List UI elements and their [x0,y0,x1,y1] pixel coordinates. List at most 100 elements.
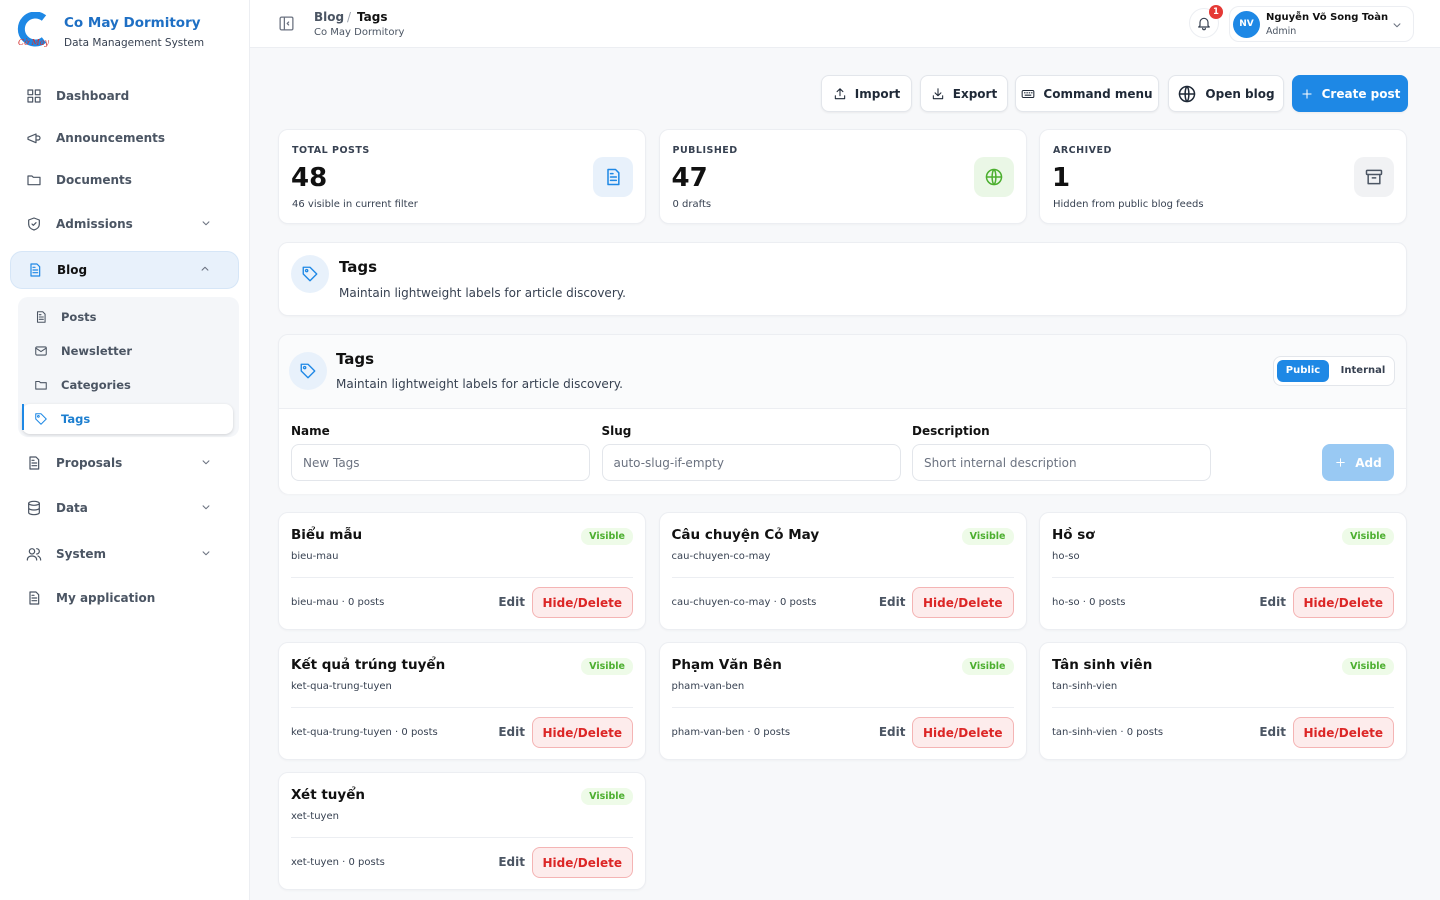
brand-subtitle: Data Management System [64,37,205,49]
hide-delete-button[interactable]: Hide/Delete [531,587,633,618]
sidebar-toggle[interactable] [278,15,295,36]
edit-button[interactable]: Edit [498,595,525,609]
field-label: Slug [601,424,632,438]
text-input[interactable]: Short internal description [912,444,1211,481]
toggle-option[interactable]: Public [1277,360,1329,382]
icon [300,363,316,379]
status-badge: Visible [961,528,1014,545]
tag-card: Hồ sơ Visible ho-so ho-so · 0 posts Edit Hide… [1039,512,1407,630]
edit-button[interactable]: Edit [878,595,906,609]
tag-card: Xét tuyển Visible xet-tuyen xet-tuyen · 0 p… [278,772,646,890]
button-label: Export [952,86,998,101]
nav-item[interactable]: System [10,535,239,573]
tag-slug: cau-chuyen-co-may [671,551,771,562]
tag-slug: ket-qua-trung-tuyen [291,681,392,692]
subnav-item[interactable]: Categories [22,370,233,400]
nav-label: System [56,547,106,561]
chevron [199,500,227,517]
breadcrumb-item[interactable]: Blog [314,10,345,24]
button-label: Open blog [1205,86,1275,101]
nav-item[interactable]: Data [10,489,239,527]
chevron [198,262,226,279]
nav-label: Proposals [56,456,123,470]
icon [1198,17,1210,31]
nav-item[interactable]: Announcements [10,119,239,157]
nav-item[interactable]: Admissions [10,205,239,243]
button-label: Command menu [1043,86,1153,101]
nav-label: Admissions [56,217,133,231]
tag-meta: ho-so · 0 posts [1052,597,1126,608]
nav-item[interactable]: Proposals [10,444,239,482]
toolbar-button[interactable]: Open blog [1168,75,1284,112]
nav-label: Documents [56,173,132,187]
stat-value: 48 [291,163,328,193]
icon [202,459,210,464]
toolbar-button[interactable]: Export [920,75,1008,112]
icon [932,87,943,99]
chevron [199,216,227,233]
toolbar-button[interactable]: Create post [1292,75,1408,112]
edit-button[interactable]: Edit [1259,595,1286,609]
edit-button[interactable]: Edit [878,725,906,739]
edit-button[interactable]: Edit [1259,725,1286,739]
subnav-item[interactable]: Posts [22,302,233,332]
divider [1052,577,1394,578]
nav-item[interactable]: My application [10,579,239,617]
status-badge: Visible [1342,658,1394,675]
icon [1336,458,1346,467]
field-label: Description [912,424,990,438]
text-input[interactable]: auto-slug-if-empty [601,444,901,481]
nav-item[interactable]: Documents [10,161,239,199]
stat-card: PUBLISHED 47 0 drafts [658,129,1027,224]
hide-delete-button[interactable]: Hide/Delete [912,587,1014,618]
divider [291,577,633,578]
subnav-label: Tags [61,412,91,426]
hide-delete-button[interactable]: Hide/Delete [1292,717,1394,748]
edit-button[interactable]: Edit [498,725,525,739]
stat-icon [973,157,1014,197]
status-badge: Visible [581,528,633,545]
user-role: Admin [1266,26,1297,37]
nav-label: Data [56,501,88,515]
user-menu[interactable]: NV Nguyễn Võ Song Toàn Admin [1229,6,1414,42]
tag-meta: tan-sinh-vien · 0 posts [1052,727,1164,738]
breadcrumb-separator: / [347,10,352,24]
hide-delete-button[interactable]: Hide/Delete [531,847,633,878]
topbar: Blog / Tags Co May Dormitory 1 NV Nguyễn Võ So… [250,0,1440,48]
subnav-item[interactable]: Tags [22,404,233,434]
add-button[interactable]: Add [1322,444,1394,481]
edit-button[interactable]: Edit [498,855,525,869]
toolbar-button[interactable]: Command menu [1015,75,1159,112]
hide-delete-button[interactable]: Hide/Delete [1292,587,1394,618]
avatar: NV [1233,11,1260,38]
notifications[interactable] [1189,8,1219,38]
stat-note: Hidden from public blog feeds [1053,199,1204,210]
toggle-option[interactable]: Internal [1340,365,1386,376]
intro-icon [291,255,329,293]
icon [1022,89,1035,98]
stat-value: 47 [671,163,708,193]
tag-card: Kết quả trúng tuyển Visible ket-qua-trung-… [278,642,646,760]
tag-card: Phạm Văn Bên Visible pham-van-ben pham-van-… [658,642,1027,760]
icon [607,168,620,186]
subnav-item[interactable]: Newsletter [22,336,233,366]
divider [671,577,1014,578]
nav-label: Announcements [56,131,166,145]
nav-item[interactable]: Blog [10,251,239,289]
hide-delete-button[interactable]: Hide/Delete [912,717,1014,748]
subnav-label: Posts [61,310,97,324]
icon [302,266,318,282]
nav-item[interactable]: Dashboard [10,77,239,115]
toolbar-button[interactable]: Import [821,75,912,112]
tag-meta: cau-chuyen-co-may · 0 posts [671,597,817,608]
brand-title: Co May Dormitory [64,15,201,31]
text-input[interactable]: New Tags [291,444,590,481]
field-label: Name [291,424,330,438]
stat-note: 46 visible in current filter [292,199,418,210]
tag-name: Xét tuyển [291,787,365,803]
tag-card: Biểu mẫu Visible bieu-mau bieu-mau · 0 post… [278,512,646,630]
stat-value: 1 [1052,163,1071,193]
hide-delete-button[interactable]: Hide/Delete [531,717,633,748]
subnav-label: Categories [61,378,131,392]
